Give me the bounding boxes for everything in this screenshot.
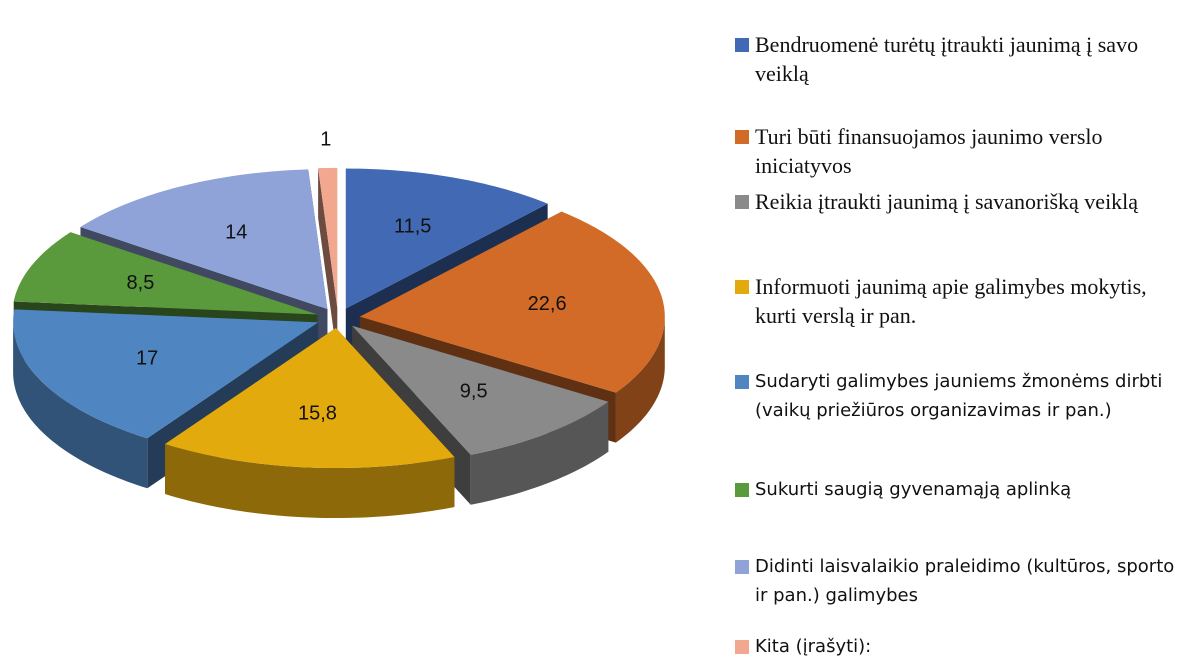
legend-item: Sukurti saugią gyvenamąją aplinką (735, 475, 1185, 504)
legend-label: Informuoti jaunimą apie galimybes mokyti… (755, 274, 1147, 328)
slice-wall (615, 316, 665, 443)
slice-top (13, 309, 319, 439)
legend-swatch (735, 280, 749, 294)
legend-item: Bendruomenė turėtų įtraukti jaunimą į sa… (735, 30, 1185, 88)
slice-top (359, 211, 665, 393)
slice-wall (13, 322, 148, 489)
legend-item: Informuoti jaunimą apie galimybes mokyti… (735, 272, 1185, 330)
chart: 11,5 22,6 9,5 15,8 17 8,5 14 1 (13, 128, 665, 519)
slice-wall (470, 401, 609, 505)
slice-wall (165, 444, 455, 519)
legend-swatch (735, 375, 749, 389)
slice-side (318, 168, 338, 358)
data-label: 14 (225, 221, 247, 243)
legend-swatch (735, 483, 749, 497)
legend-swatch (735, 130, 749, 144)
slice-top (352, 325, 609, 455)
data-label: 15,8 (298, 403, 337, 425)
legend-label: Turi būti finansuojamos jaunimo verslo i… (755, 124, 1103, 178)
legend-item: Turi būti finansuojamos jaunimo verslo i… (735, 122, 1185, 180)
slice (165, 328, 455, 519)
legend-item: Reikia įtraukti jaunimą į savanorišką ve… (735, 187, 1185, 216)
legend-swatch (735, 560, 749, 574)
slice-top (80, 169, 328, 310)
data-label: 9,5 (460, 381, 488, 403)
legend-item: Kita (įrašyti): (735, 632, 1185, 661)
legend-item: Sudaryti galimybes jauniems žmonėms dirb… (735, 367, 1185, 425)
legend-label: Reikia įtraukti jaunimą į savanorišką ve… (755, 189, 1139, 214)
data-label: 11,5 (394, 216, 431, 238)
legend-swatch (735, 195, 749, 209)
legend-label: Didinti laisvalaikio praleidimo (kultūro… (755, 556, 1175, 606)
legend-swatch (735, 38, 749, 52)
legend: Bendruomenė turėtų įtraukti jaunimą į sa… (735, 0, 1185, 657)
slice (318, 167, 338, 358)
slice-top (345, 168, 548, 309)
legend-item: Didinti laisvalaikio praleidimo (kultūro… (735, 552, 1185, 610)
legend-label: Bendruomenė turėtų įtraukti jaunimą į sa… (755, 32, 1139, 86)
data-label: 1 (320, 128, 331, 150)
legend-label: Kita (įrašyti): (755, 636, 872, 657)
slice-top (13, 232, 318, 315)
data-label: 22,6 (528, 293, 567, 315)
legend-label: Sukurti saugią gyvenamąją aplinką (755, 479, 1072, 500)
data-label: 8,5 (127, 272, 155, 294)
slice-top (165, 328, 455, 469)
legend-swatch (735, 640, 749, 654)
data-label: 17 (136, 348, 158, 370)
slice-top (318, 167, 338, 308)
legend-label: Sudaryti galimybes jauniems žmonėms dirb… (755, 371, 1163, 421)
